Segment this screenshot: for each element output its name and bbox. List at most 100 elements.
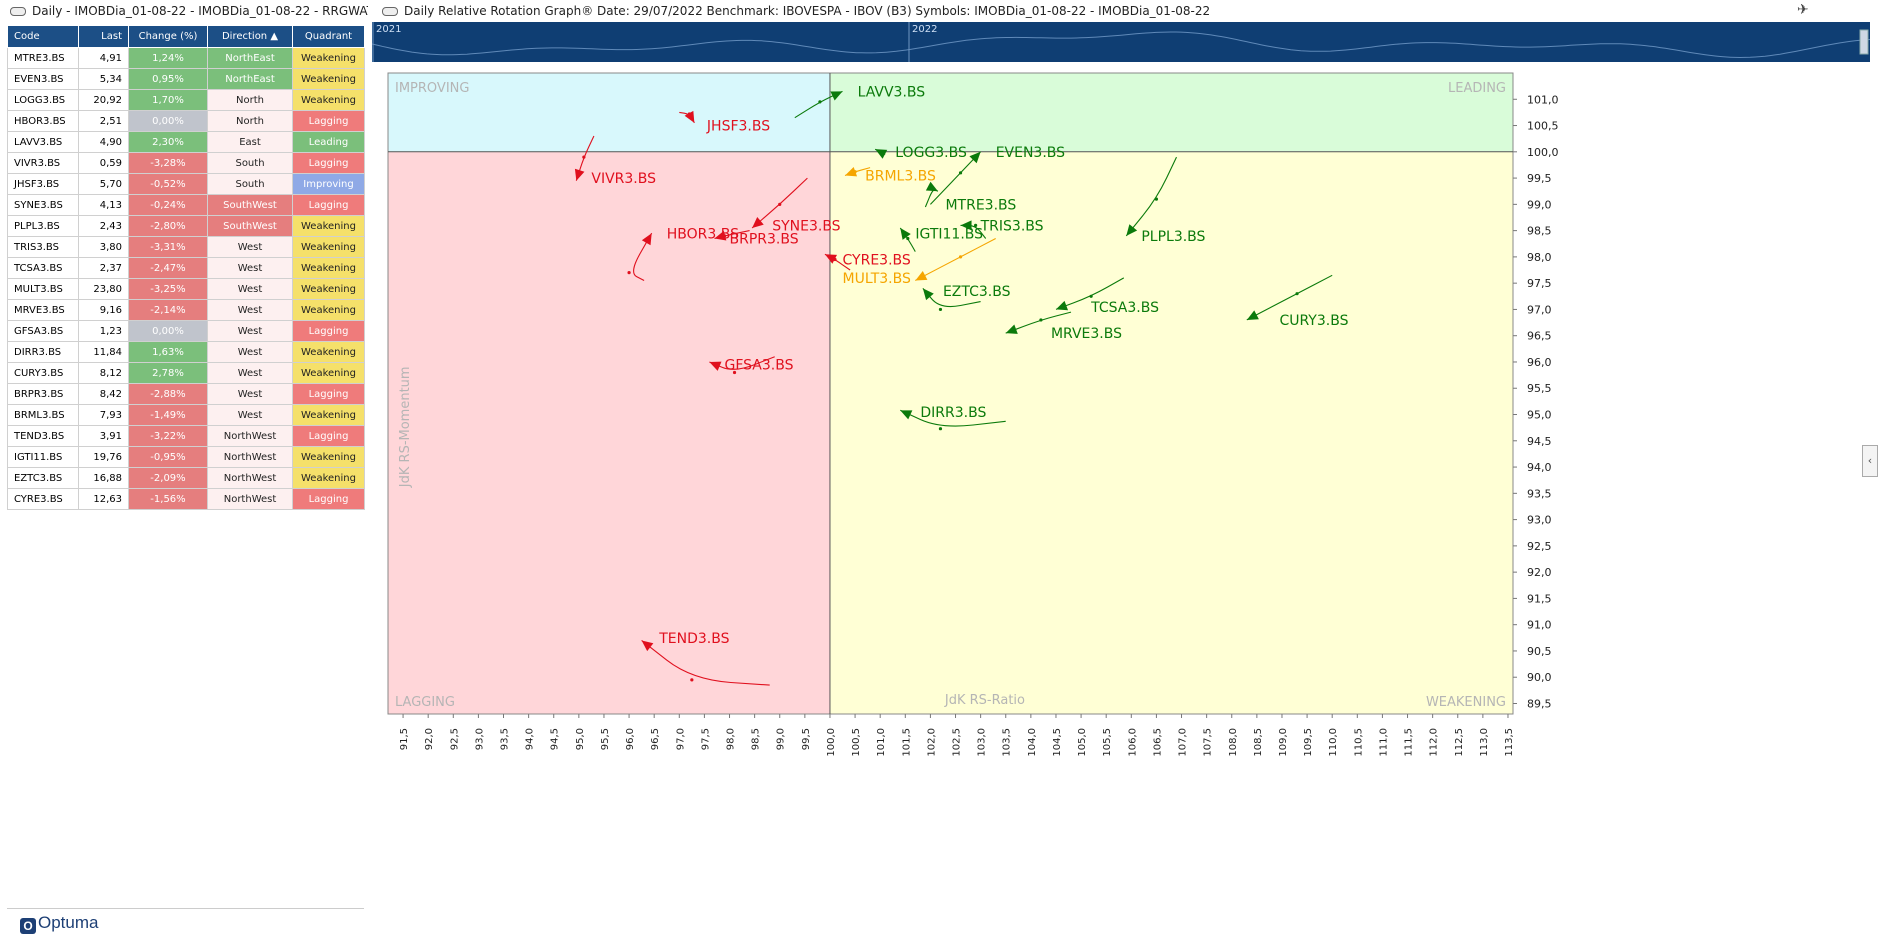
trail-arrow-head — [915, 271, 928, 281]
table-row[interactable]: EZTC3.BS 16,88 -2,09% NorthWest Weakening — [7, 467, 365, 489]
trail-arrow-head — [709, 361, 722, 371]
cell-direction: North — [207, 110, 293, 132]
trail-point — [958, 255, 963, 259]
table-row[interactable]: JHSF3.BS 5,70 -0,52% South Improving — [7, 173, 365, 195]
quadrant-label-leading: LEADING — [1448, 81, 1506, 96]
table-row[interactable]: MTRE3.BS 4,91 1,24% NorthEast Weakening — [7, 47, 365, 69]
table-row[interactable]: CYRE3.BS 12,63 -1,56% NorthWest Lagging — [7, 488, 365, 510]
table-row[interactable]: BRPR3.BS 8,42 -2,88% West Lagging — [7, 383, 365, 405]
x-tick-label: 100,0 — [826, 728, 837, 757]
window-handle-icon[interactable] — [10, 6, 26, 16]
chevron-left-icon[interactable]: ‹ — [1862, 445, 1878, 477]
column-header-last[interactable]: Last — [78, 25, 129, 48]
cell-quadrant: Weakening — [292, 404, 365, 426]
table-row[interactable]: PLPL3.BS 2,43 -2,80% SouthWest Weakening — [7, 215, 365, 237]
x-tick-label: 102,5 — [952, 728, 963, 757]
cell-quadrant: Lagging — [292, 194, 365, 216]
cell-code: TEND3.BS — [7, 425, 79, 447]
column-header-code[interactable]: Code — [7, 25, 79, 48]
cell-quadrant: Weakening — [292, 236, 365, 258]
cell-direction: South — [207, 152, 293, 174]
trail-point — [582, 155, 586, 159]
y-tick-label: 97,0 — [1527, 303, 1552, 316]
trail-arrow-head — [969, 151, 981, 164]
x-tick-label: 96,5 — [650, 728, 661, 750]
cell-code: CURY3.BS — [7, 362, 79, 384]
timeline-scroll-handle[interactable] — [1859, 29, 1869, 55]
table-row[interactable]: LOGG3.BS 20,92 1,70% North Weakening — [7, 89, 365, 111]
cell-change: 0,95% — [128, 68, 208, 90]
x-tick-label: 108,0 — [1228, 728, 1239, 757]
cell-last: 2,51 — [78, 110, 129, 132]
trail-point — [627, 271, 631, 275]
table-row[interactable]: VIVR3.BS 0,59 -3,28% South Lagging — [7, 152, 365, 174]
trail-arrow-head — [922, 288, 934, 301]
x-tick-label: 98,0 — [726, 728, 737, 750]
cell-direction: NorthWest — [207, 425, 293, 447]
rrg-svg[interactable]: 2021 2022 IMPROVING LEADING LAGGING WEAKENING… — [371, 22, 1872, 910]
series-label: VIVR3.BS — [591, 171, 656, 187]
table-row[interactable]: EVEN3.BS 5,34 0,95% NorthEast Weakening — [7, 68, 365, 90]
pin-icon[interactable]: ✈ — [1797, 2, 1809, 18]
cell-direction: SouthWest — [207, 194, 293, 216]
table-row[interactable]: DIRR3.BS 11,84 1,63% West Weakening — [7, 341, 365, 363]
x-tick-label: 91,5 — [399, 728, 410, 750]
trail-line — [709, 356, 775, 370]
trail-point — [938, 307, 943, 312]
cell-change: 0,00% — [128, 320, 208, 342]
table-row[interactable]: MULT3.BS 23,80 -3,25% West Weakening — [7, 278, 365, 300]
cell-last: 3,91 — [78, 425, 129, 447]
column-header-direction[interactable]: Direction ▲ — [207, 25, 293, 48]
table-row[interactable]: TEND3.BS 3,91 -3,22% NorthWest Lagging — [7, 425, 365, 447]
cell-quadrant: Lagging — [292, 383, 365, 405]
cell-code: DIRR3.BS — [7, 341, 79, 363]
timeline-year-label: 2022 — [912, 24, 937, 35]
window-handle-icon[interactable] — [382, 6, 398, 16]
cell-direction: West — [207, 257, 293, 279]
trail-arrow-head — [1126, 224, 1138, 236]
series-label: TEND3.BS — [658, 631, 729, 647]
y-tick-label: 91,0 — [1527, 619, 1552, 632]
rrg-chart[interactable]: 2021 2022 IMPROVING LEADING LAGGING WEAKENING… — [371, 22, 1872, 910]
trail-arrow-head — [574, 168, 585, 181]
column-header-quadrant[interactable]: Quadrant — [292, 25, 365, 48]
trail-line — [1005, 311, 1072, 334]
table-row[interactable]: TCSA3.BS 2,37 -2,47% West Weakening — [7, 257, 365, 279]
table-row[interactable]: IGTI11.BS 19,76 -0,95% NorthWest Weakening — [7, 446, 365, 468]
trail-point — [906, 236, 910, 241]
cell-quadrant: Lagging — [292, 110, 365, 132]
column-header-change[interactable]: Change (%) — [128, 25, 208, 48]
divider — [7, 908, 364, 909]
cell-code: HBOR3.BS — [7, 110, 79, 132]
table-row[interactable]: CURY3.BS 8,12 2,78% West Weakening — [7, 362, 365, 384]
cell-code: BRPR3.BS — [7, 383, 79, 405]
cell-quadrant: Weakening — [292, 47, 365, 69]
series-label: BRPR3.BS — [730, 232, 799, 248]
cell-change: 1,63% — [128, 341, 208, 363]
trail-arrow-head — [1005, 324, 1018, 334]
table-row[interactable]: SYNE3.BS 4,13 -0,24% SouthWest Lagging — [7, 194, 365, 216]
table-row[interactable]: GFSA3.BS 1,23 0,00% West Lagging — [7, 320, 365, 342]
table-row[interactable]: HBOR3.BS 2,51 0,00% North Lagging — [7, 110, 365, 132]
cell-direction: East — [207, 131, 293, 153]
trail-line — [922, 288, 981, 308]
series-label: EVEN3.BS — [996, 145, 1065, 161]
x-tick-label: 99,5 — [801, 728, 812, 750]
table-body: MTRE3.BS 4,91 1,24% NorthEast Weakening EVEN3… — [7, 47, 365, 510]
table-row[interactable]: TRIS3.BS 3,80 -3,31% West Weakening — [7, 236, 365, 258]
x-tick-label: 95,0 — [575, 728, 586, 750]
cell-change: -2,14% — [128, 299, 208, 321]
trail-point — [818, 100, 822, 104]
rrg-series-even3-bs: EVEN3.BS — [930, 145, 1065, 205]
trail-point — [732, 370, 737, 375]
table-row[interactable]: LAVV3.BS 4,90 2,30% East Leading — [7, 131, 365, 153]
x-tick-label: 97,5 — [700, 728, 711, 750]
y-tick-label: 94,5 — [1527, 435, 1552, 448]
series-label: MRVE3.BS — [1051, 326, 1122, 342]
cell-change: -1,49% — [128, 404, 208, 426]
table-row[interactable]: BRML3.BS 7,93 -1,49% West Weakening — [7, 404, 365, 426]
cell-quadrant: Weakening — [292, 215, 365, 237]
table-row[interactable]: MRVE3.BS 9,16 -2,14% West Weakening — [7, 299, 365, 321]
quadrant-label-improving: IMPROVING — [395, 81, 469, 96]
cell-change: 1,24% — [128, 47, 208, 69]
